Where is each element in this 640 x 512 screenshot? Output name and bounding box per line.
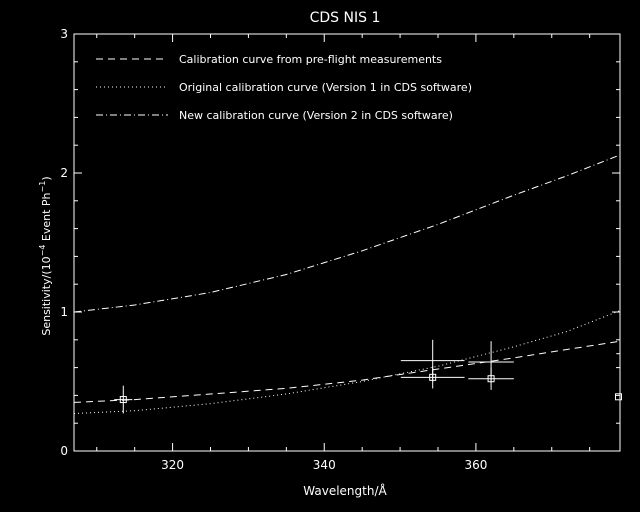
y-tick-label: 1 xyxy=(60,305,68,319)
y-axis-label-exponent: −1 xyxy=(38,181,47,193)
y-axis-label-exponent: −4 xyxy=(38,245,47,257)
legend-label: New calibration curve (Version 2 in CDS … xyxy=(179,109,453,122)
data-point xyxy=(614,393,622,401)
series-line-dotted xyxy=(73,310,621,414)
legend-label: Original calibration curve (Version 1 in… xyxy=(179,81,472,94)
series-line-dash-dot xyxy=(73,154,621,313)
x-tick-label: 320 xyxy=(161,458,184,472)
y-axis-label-part: Sensitivity/(10 xyxy=(40,256,53,335)
chart-title: CDS NIS 1 xyxy=(310,10,381,26)
y-axis-label: Sensitivity/(10−4 Event Ph−1) xyxy=(38,176,53,335)
curves xyxy=(73,154,621,414)
y-tick-label: 3 xyxy=(60,27,68,41)
plot-frame xyxy=(73,33,621,452)
y-axis-label-part: Event Ph xyxy=(40,192,53,244)
x-axis-label: Wavelength/Å xyxy=(303,483,387,498)
legend-label: Calibration curve from pre-flight measur… xyxy=(179,53,442,66)
y-axis-label-part: ) xyxy=(40,176,53,180)
axis-ticks: 320 340 360 0 1 2 3 xyxy=(60,27,620,472)
x-tick-label: 340 xyxy=(313,458,336,472)
measurement-points xyxy=(114,339,622,414)
chart-axes xyxy=(73,33,621,452)
series-line-dashed xyxy=(73,340,621,403)
y-tick-label: 2 xyxy=(60,166,68,180)
legend: Calibration curve from pre-flight measur… xyxy=(96,53,472,122)
data-point xyxy=(119,396,127,404)
y-tick-label: 0 xyxy=(60,444,68,458)
x-tick-label: 360 xyxy=(464,458,487,472)
